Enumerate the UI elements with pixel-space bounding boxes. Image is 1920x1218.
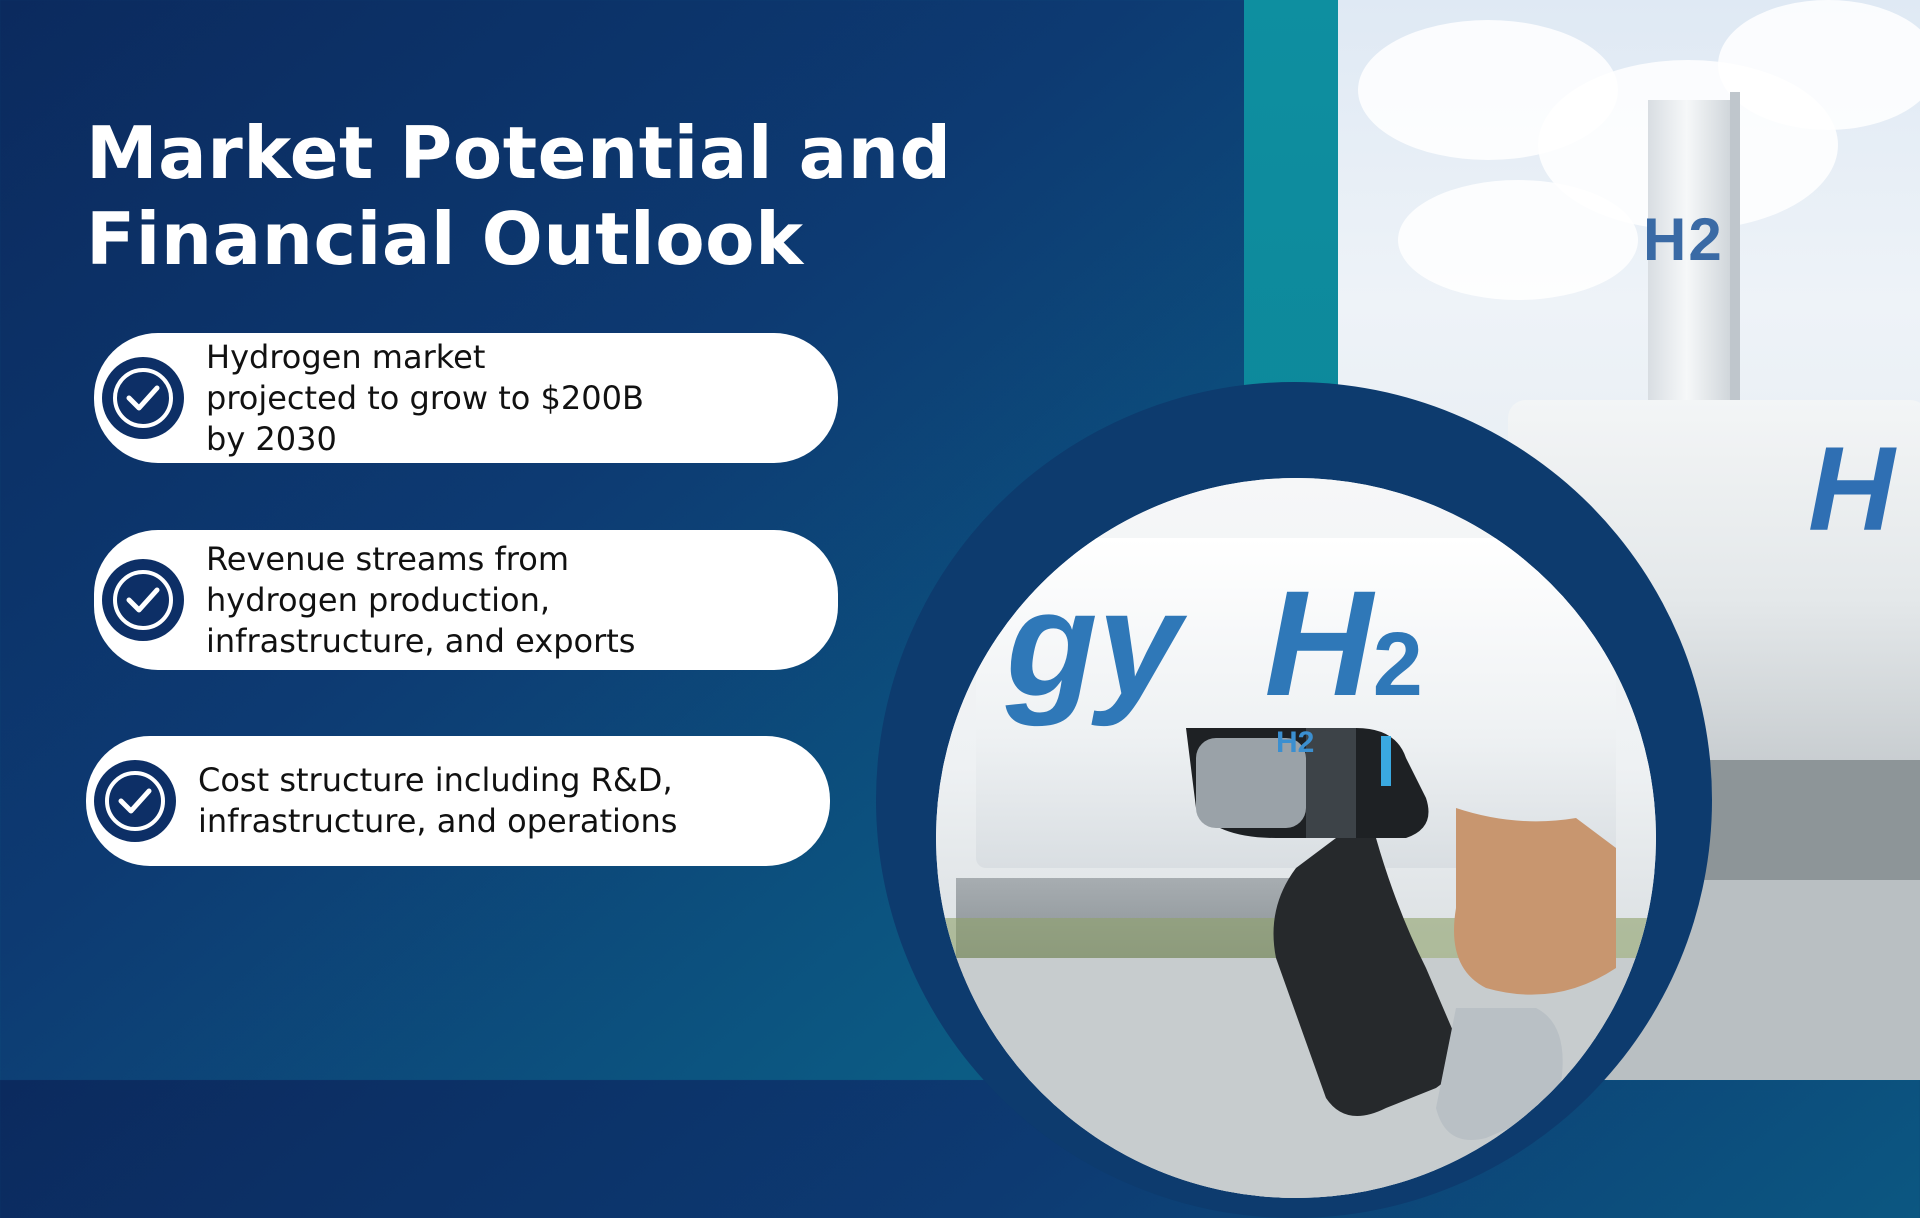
point-line: infrastructure, and operations: [198, 802, 678, 840]
check-circle-icon: [94, 760, 176, 842]
point-card-revenue-streams: Revenue streams from hydrogen production…: [94, 530, 838, 670]
tank-h2-label: gy H2: [1006, 568, 1423, 718]
nozzle-h2-label: H2: [1276, 726, 1315, 759]
point-text: Hydrogen market projected to grow to $20…: [206, 337, 644, 460]
point-line: Hydrogen market: [206, 337, 486, 376]
point-line: by 2030: [206, 419, 337, 458]
tank-label-prefix: gy: [1006, 559, 1182, 727]
check-circle-icon: [102, 357, 184, 439]
point-text: Revenue streams from hydrogen production…: [206, 539, 635, 662]
check-circle-icon: [102, 559, 184, 641]
tower-h2-label: H2: [1643, 206, 1724, 273]
point-line: Revenue streams from: [206, 539, 569, 578]
point-line: Cost structure including R&D,: [198, 761, 673, 799]
title-line-2: Financial Outlook: [86, 197, 804, 281]
truck-h-label: H: [1808, 422, 1895, 556]
hydrogen-nozzle-photo: gy H2 H2: [936, 478, 1656, 1198]
tank-label-main: H: [1264, 559, 1373, 727]
point-text: Cost structure including R&D, infrastruc…: [198, 760, 677, 842]
point-line: projected to grow to $200B: [206, 378, 644, 417]
title-line-1: Market Potential and: [86, 111, 952, 195]
point-line: hydrogen production,: [206, 580, 551, 619]
cloud: [1398, 180, 1638, 300]
tank-label-sub: 2: [1372, 615, 1423, 715]
cloud: [1718, 0, 1920, 130]
fuel-nozzle-icon: [1186, 728, 1616, 1140]
point-card-market-growth: Hydrogen market projected to grow to $20…: [94, 333, 838, 463]
point-card-cost-structure: Cost structure including R&D, infrastruc…: [86, 736, 830, 866]
point-line: infrastructure, and exports: [206, 621, 636, 660]
tower-pipe: [1730, 92, 1740, 452]
slide-title: Market Potential and Financial Outlook: [86, 110, 986, 282]
